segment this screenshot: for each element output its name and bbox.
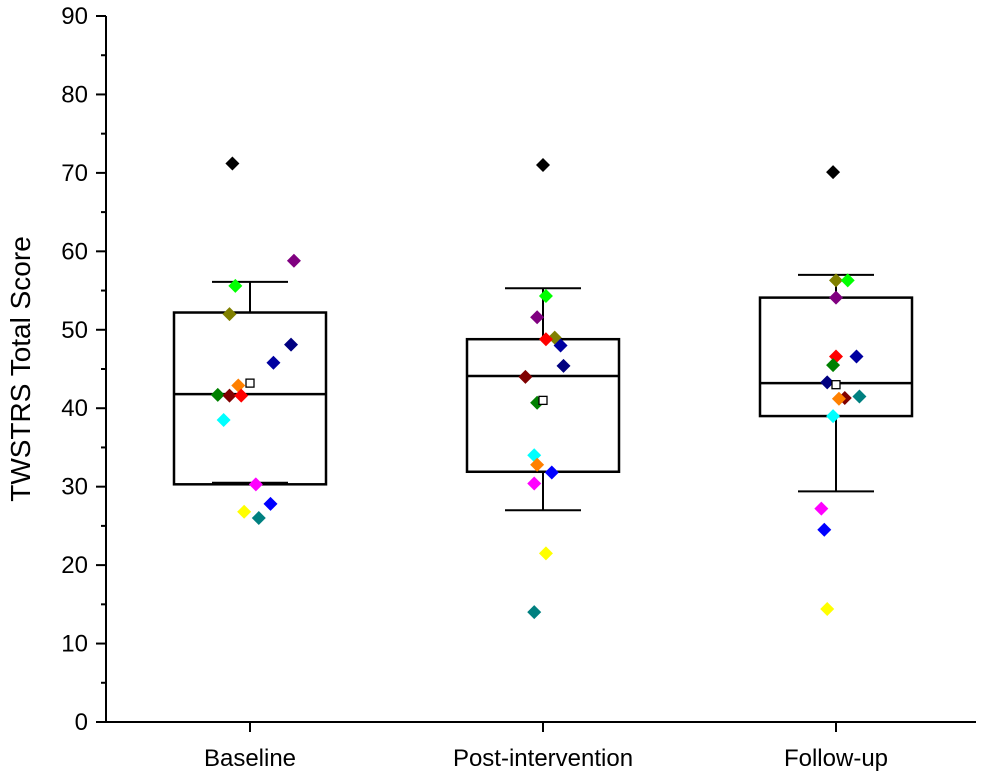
data-point [826,409,841,424]
x-tick-label: Follow-up [784,745,888,772]
mean-markers [245,378,841,406]
data-point [527,605,542,620]
data-point [544,465,559,480]
data-point [829,273,843,288]
y-tick-label: 40 [61,395,88,422]
data-point [228,278,243,293]
interquartile-box [172,311,328,486]
data-point [820,602,835,617]
data-point [286,253,301,268]
data-point [225,156,240,171]
y-ticks: 0 10 20 30 40 50 60 70 80 90 [61,3,106,736]
y-tick-label: 80 [61,81,88,108]
data-point [284,337,299,352]
y-tick-label: 0 [75,709,88,736]
data-point [237,504,252,519]
data-point [248,477,263,492]
mean-marker [245,378,255,388]
boxes [172,273,914,512]
data-point [826,165,841,180]
axes [105,16,976,723]
interquartile-box [465,337,621,474]
data-points [210,156,867,620]
data-point [814,501,829,516]
data-point [538,289,553,304]
data-point [266,355,281,370]
data-point [527,476,542,491]
data-point [231,378,246,393]
data-point [263,496,278,511]
y-tick-label: 70 [61,160,88,187]
y-tick-label: 50 [61,317,88,344]
data-point [852,389,867,404]
data-point [222,307,237,322]
data-point [210,387,225,402]
x-ticks: Baseline Post-intervention Follow-up [204,722,888,772]
data-point [251,511,266,526]
data-point [222,388,237,403]
data-point [820,375,835,390]
data-point [530,457,545,472]
data-point [553,338,568,353]
data-point [849,349,864,364]
data-point [538,332,553,347]
data-point [518,369,533,384]
y-axis-title: TWSTRS Total Score [5,236,36,502]
data-point [829,290,843,305]
data-point [831,391,846,406]
data-point [840,273,855,288]
data-point [530,310,545,325]
data-point [536,158,550,173]
data-point [538,546,553,561]
y-tick-label: 10 [61,631,88,658]
data-point [556,358,571,373]
x-tick-label: Baseline [204,745,296,772]
data-point [234,388,249,403]
y-tick-label: 60 [61,238,88,265]
data-point [826,358,841,373]
mean-marker [538,395,548,406]
y-tick-label: 30 [61,474,88,501]
data-point [817,522,832,537]
y-tick-label: 20 [61,552,88,579]
x-tick-label: Post-intervention [453,745,633,772]
y-tick-label: 90 [61,3,88,30]
data-point [216,412,231,427]
mean-marker [831,380,841,390]
